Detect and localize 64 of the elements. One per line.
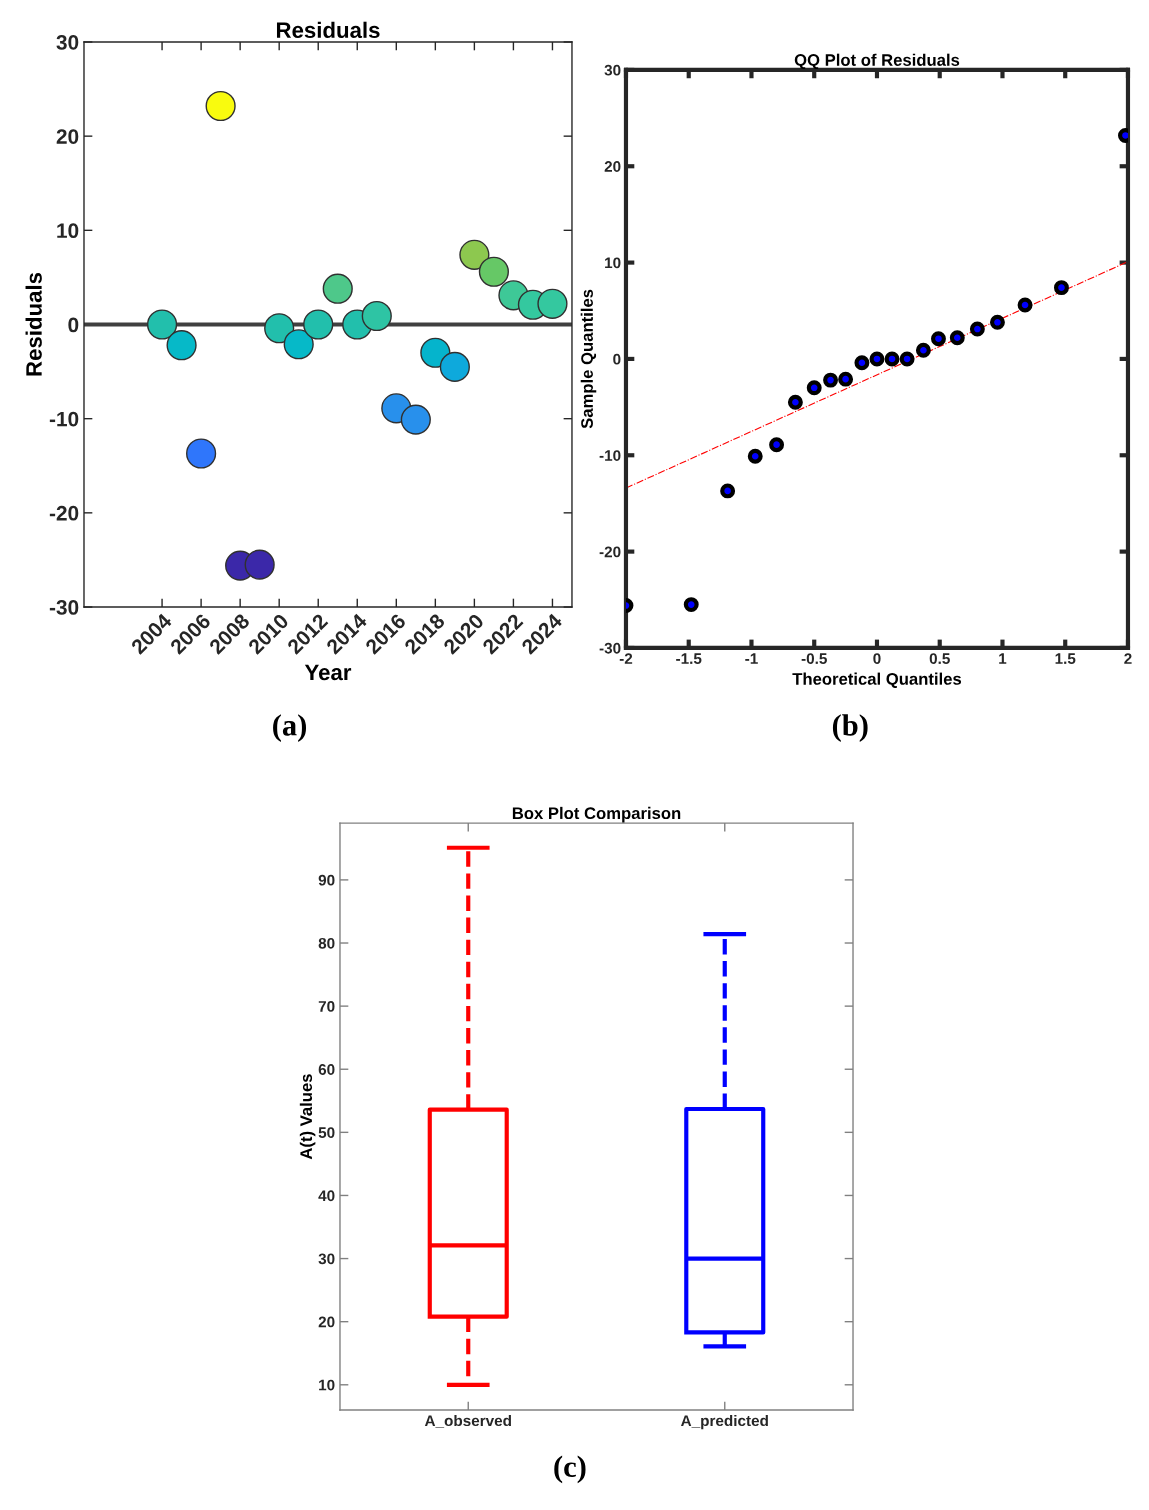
x-tick-label: -2 bbox=[619, 653, 633, 664]
x-axis-title: Theoretical Quantiles bbox=[792, 672, 962, 688]
point bbox=[806, 380, 822, 396]
y-tick-label: 70 bbox=[318, 1000, 335, 1012]
text: (c) bbox=[554, 1455, 586, 1484]
point bbox=[1017, 297, 1033, 313]
point bbox=[884, 351, 900, 367]
x-tick-label: -1.5 bbox=[676, 653, 702, 665]
point bbox=[931, 331, 946, 347]
chart-title: QQ Plot of Residuals bbox=[794, 53, 960, 70]
y-tick-label: 10 bbox=[605, 257, 621, 269]
x-tick-label: -1 bbox=[745, 653, 758, 664]
y-tick-label: 0 bbox=[68, 317, 79, 333]
chart-title: Residuals bbox=[276, 21, 380, 39]
x-tick-label: 2 bbox=[1124, 653, 1132, 664]
y-tick-label: 20 bbox=[56, 129, 79, 144]
y-tick-label: 40 bbox=[318, 1190, 335, 1202]
y-tick-label: -30 bbox=[49, 600, 79, 615]
y-axis-title: Residuals bbox=[25, 272, 42, 376]
y-tick-label: -20 bbox=[49, 505, 79, 521]
y-tick-label: 10 bbox=[319, 1379, 335, 1391]
y-tick-label: 20 bbox=[318, 1316, 335, 1328]
point bbox=[949, 330, 965, 346]
point bbox=[787, 394, 803, 410]
text: (a) bbox=[273, 714, 307, 742]
point bbox=[899, 351, 915, 367]
point bbox=[989, 314, 1005, 330]
chart-title: Box Plot Comparison bbox=[512, 806, 681, 823]
x-tick-label: -0.5 bbox=[801, 653, 827, 665]
point bbox=[854, 355, 870, 371]
point bbox=[969, 321, 985, 337]
text: (b) bbox=[832, 714, 868, 742]
x-axis-title: Year bbox=[304, 664, 352, 681]
y-tick-label: 30 bbox=[56, 34, 79, 50]
x-tick-label: 0.5 bbox=[929, 653, 950, 665]
y-tick-label: 30 bbox=[318, 1253, 335, 1265]
y-tick-label: -30 bbox=[599, 642, 621, 654]
x-tick-label: A_observed bbox=[424, 1414, 511, 1428]
y-tick-label: 10 bbox=[57, 223, 79, 239]
point bbox=[838, 371, 854, 387]
point bbox=[915, 342, 931, 358]
point bbox=[769, 437, 785, 453]
y-tick-label: -20 bbox=[599, 546, 621, 558]
point bbox=[869, 351, 885, 367]
x-tick-label: 1.5 bbox=[1055, 653, 1076, 665]
point bbox=[823, 372, 839, 388]
point bbox=[747, 448, 763, 464]
y-tick-label: 90 bbox=[318, 874, 335, 886]
y-tick-label: -10 bbox=[49, 411, 79, 427]
x-tick-label: 1 bbox=[999, 653, 1007, 664]
point bbox=[683, 597, 699, 613]
y-tick-label: -10 bbox=[599, 450, 621, 461]
y-tick-label: 80 bbox=[318, 937, 335, 949]
point bbox=[1053, 280, 1069, 296]
y-tick-label: 20 bbox=[604, 161, 621, 172]
y-axis-title: A(t) Values bbox=[299, 1074, 316, 1160]
y-tick-label: 60 bbox=[318, 1064, 335, 1075]
y-tick-label: 50 bbox=[318, 1127, 335, 1139]
x-tick-label: A_predicted bbox=[681, 1414, 768, 1430]
point bbox=[720, 483, 736, 499]
x-tick-label: 0 bbox=[873, 653, 881, 665]
y-axis-title: Sample Quantiles bbox=[580, 289, 597, 429]
y-tick-label: 30 bbox=[604, 64, 621, 76]
y-tick-label: 0 bbox=[613, 353, 621, 365]
